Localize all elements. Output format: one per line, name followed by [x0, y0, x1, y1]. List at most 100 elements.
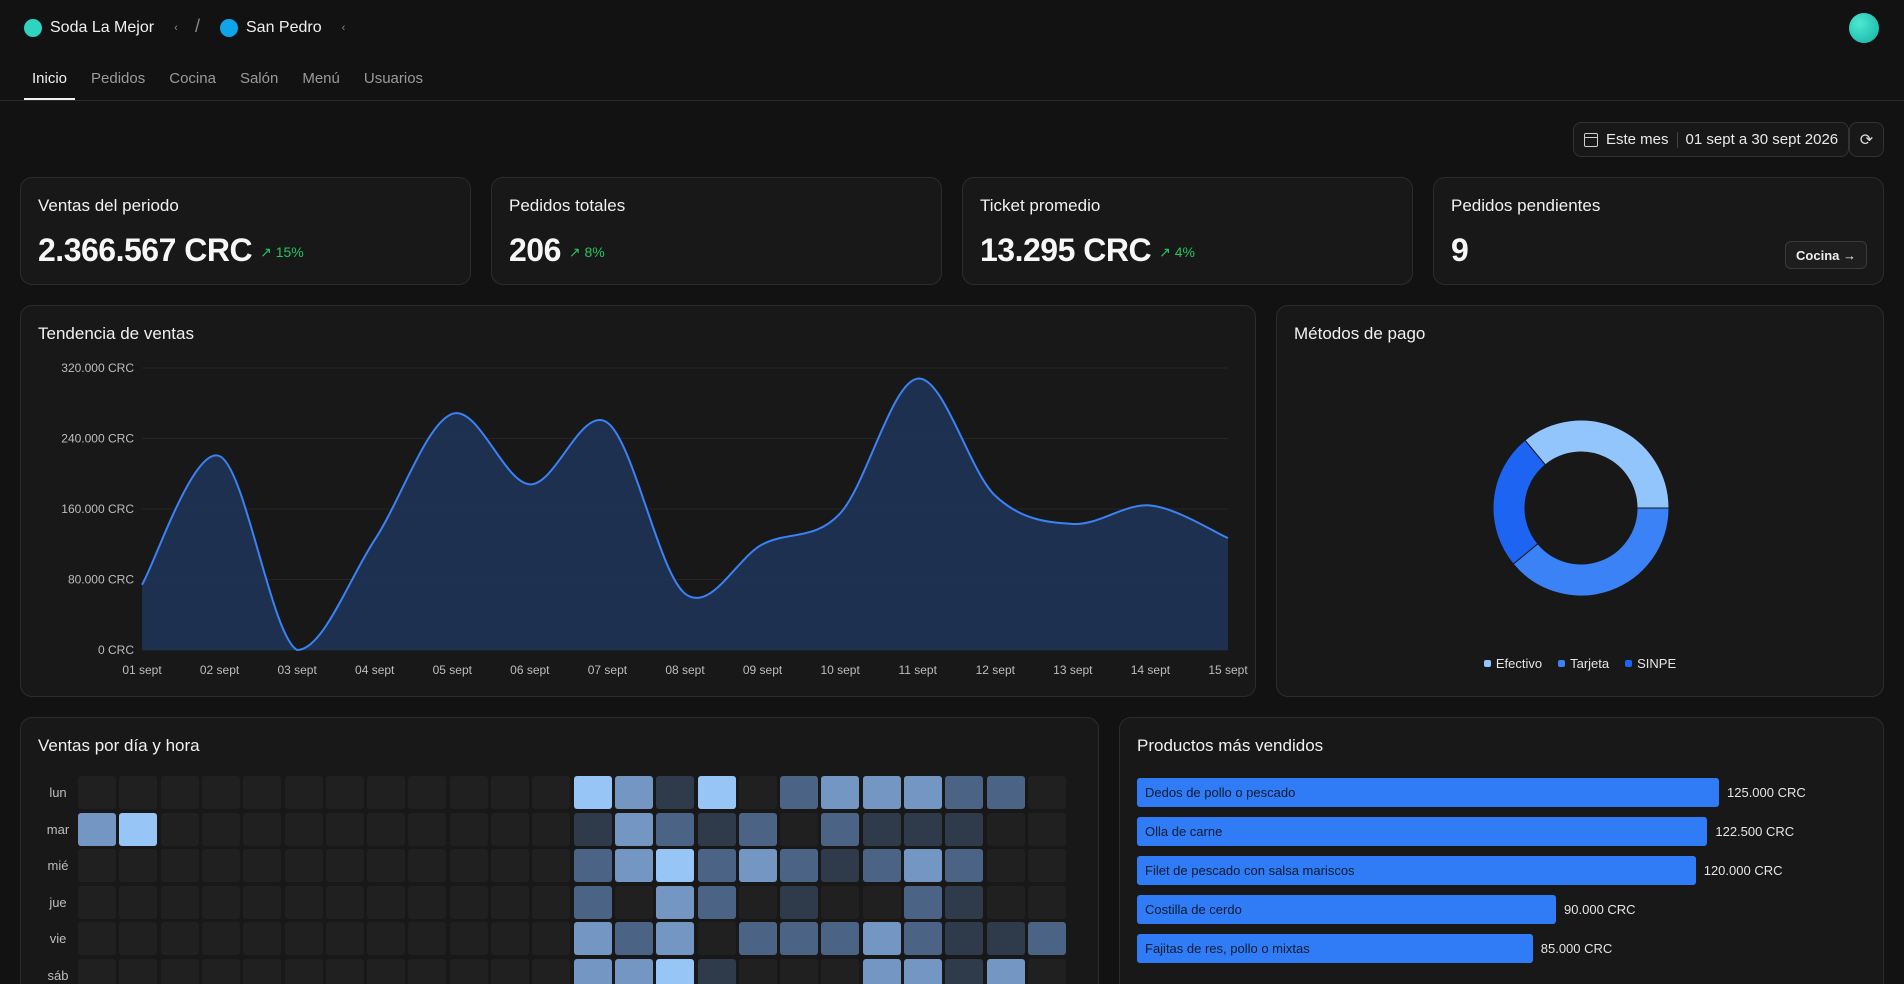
data-point[interactable]: [916, 377, 920, 381]
heatmap-cell[interactable]: [449, 776, 488, 809]
heatmap-cell[interactable]: [160, 958, 199, 984]
heatmap-cell[interactable]: [821, 849, 860, 882]
heatmap-cell[interactable]: [78, 958, 116, 984]
heatmap-cell[interactable]: [986, 958, 1025, 984]
refresh-button[interactable]: ⟳: [1849, 122, 1884, 157]
heatmap-cell[interactable]: [201, 885, 240, 919]
heatmap-cell[interactable]: [614, 776, 653, 809]
heatmap-cell[interactable]: [821, 776, 860, 809]
heatmap-cell[interactable]: [697, 849, 736, 882]
heatmap-cell[interactable]: [532, 922, 571, 955]
heatmap-cell[interactable]: [573, 885, 612, 919]
heatmap-cell[interactable]: [821, 922, 860, 955]
heatmap-cell[interactable]: [614, 849, 653, 882]
heatmap-cell[interactable]: [408, 922, 447, 955]
heatmap-cell[interactable]: [408, 776, 447, 809]
heatmap-cell[interactable]: [780, 922, 819, 955]
heatmap-cell[interactable]: [367, 885, 406, 919]
heatmap-cell[interactable]: [821, 812, 860, 846]
data-point[interactable]: [1148, 503, 1152, 507]
heatmap-cell[interactable]: [408, 958, 447, 984]
branch-switcher[interactable]: San Pedro ‹: [220, 16, 345, 40]
tab-inicio[interactable]: Inicio: [24, 56, 76, 100]
heatmap-cell[interactable]: [325, 885, 364, 919]
heatmap-cell[interactable]: [160, 776, 199, 809]
heatmap-cell[interactable]: [986, 849, 1025, 882]
heatmap-cell[interactable]: [573, 776, 612, 809]
heatmap-cell[interactable]: [449, 885, 488, 919]
heatmap-cell[interactable]: [738, 812, 777, 846]
heatmap-cell[interactable]: [201, 849, 240, 882]
data-point[interactable]: [218, 454, 222, 458]
heatmap-cell[interactable]: [945, 885, 984, 919]
heatmap-cell[interactable]: [614, 812, 653, 846]
heatmap-cell[interactable]: [821, 885, 860, 919]
heatmap-cell[interactable]: [325, 849, 364, 882]
heatmap-cell[interactable]: [243, 885, 282, 919]
heatmap-cell[interactable]: [986, 922, 1025, 955]
heatmap-cell[interactable]: [945, 849, 984, 882]
heatmap-cell[interactable]: [449, 812, 488, 846]
heatmap-cell[interactable]: [656, 776, 695, 809]
heatmap-cell[interactable]: [201, 776, 240, 809]
heatmap-cell[interactable]: [862, 812, 901, 846]
heatmap-cell[interactable]: [325, 812, 364, 846]
heatmap-cell[interactable]: [201, 812, 240, 846]
heatmap-cell[interactable]: [160, 885, 199, 919]
go-to-kitchen-button[interactable]: Cocina →: [1785, 241, 1867, 269]
heatmap-cell[interactable]: [780, 849, 819, 882]
heatmap-cell[interactable]: [243, 812, 282, 846]
heatmap-cell[interactable]: [449, 958, 488, 984]
heatmap-cell[interactable]: [408, 849, 447, 882]
product-bar[interactable]: Fajitas de res, pollo o mixtas: [1137, 934, 1533, 963]
heatmap-cell[interactable]: [1027, 812, 1066, 846]
heatmap-cell[interactable]: [862, 776, 901, 809]
heatmap-cell[interactable]: [284, 922, 323, 955]
heatmap-cell[interactable]: [408, 812, 447, 846]
org-switcher[interactable]: Soda La Mejor ‹: [24, 16, 178, 40]
heatmap-cell[interactable]: [119, 958, 158, 984]
data-point[interactable]: [1071, 522, 1075, 526]
heatmap-cell[interactable]: [367, 958, 406, 984]
heatmap-cell[interactable]: [325, 922, 364, 955]
heatmap-cell[interactable]: [986, 812, 1025, 846]
heatmap-cell[interactable]: [119, 776, 158, 809]
heatmap-cell[interactable]: [614, 922, 653, 955]
heatmap-cell[interactable]: [573, 849, 612, 882]
tab-cocina[interactable]: Cocina: [161, 56, 224, 100]
date-range-picker[interactable]: Este mes 01 sept a 30 sept 2026: [1573, 122, 1850, 157]
heatmap-cell[interactable]: [367, 812, 406, 846]
heatmap-cell[interactable]: [945, 922, 984, 955]
heatmap-cell[interactable]: [491, 776, 529, 809]
data-point[interactable]: [993, 494, 997, 498]
heatmap-cell[interactable]: [697, 812, 736, 846]
heatmap-cell[interactable]: [738, 776, 777, 809]
heatmap-cell[interactable]: [78, 812, 116, 846]
heatmap-cell[interactable]: [119, 885, 158, 919]
heatmap-cell[interactable]: [284, 849, 323, 882]
heatmap-cell[interactable]: [862, 922, 901, 955]
heatmap-cell[interactable]: [656, 849, 695, 882]
heatmap-cell[interactable]: [780, 776, 819, 809]
heatmap-cell[interactable]: [119, 922, 158, 955]
heatmap-cell[interactable]: [780, 812, 819, 846]
heatmap-cell[interactable]: [656, 812, 695, 846]
heatmap-cell[interactable]: [862, 849, 901, 882]
heatmap-cell[interactable]: [904, 776, 942, 809]
heatmap-cell[interactable]: [491, 885, 529, 919]
heatmap-cell[interactable]: [532, 776, 571, 809]
tab-usuarios[interactable]: Usuarios: [356, 56, 431, 100]
heatmap-cell[interactable]: [284, 776, 323, 809]
heatmap-cell[interactable]: [491, 812, 529, 846]
heatmap-cell[interactable]: [449, 922, 488, 955]
heatmap-cell[interactable]: [862, 958, 901, 984]
heatmap-cell[interactable]: [862, 885, 901, 919]
heatmap-cell[interactable]: [491, 922, 529, 955]
data-point[interactable]: [838, 511, 842, 515]
heatmap-cell[interactable]: [243, 776, 282, 809]
heatmap-cell[interactable]: [408, 885, 447, 919]
heatmap-cell[interactable]: [284, 958, 323, 984]
heatmap-cell[interactable]: [284, 885, 323, 919]
heatmap-cell[interactable]: [697, 885, 736, 919]
heatmap-cell[interactable]: [243, 922, 282, 955]
